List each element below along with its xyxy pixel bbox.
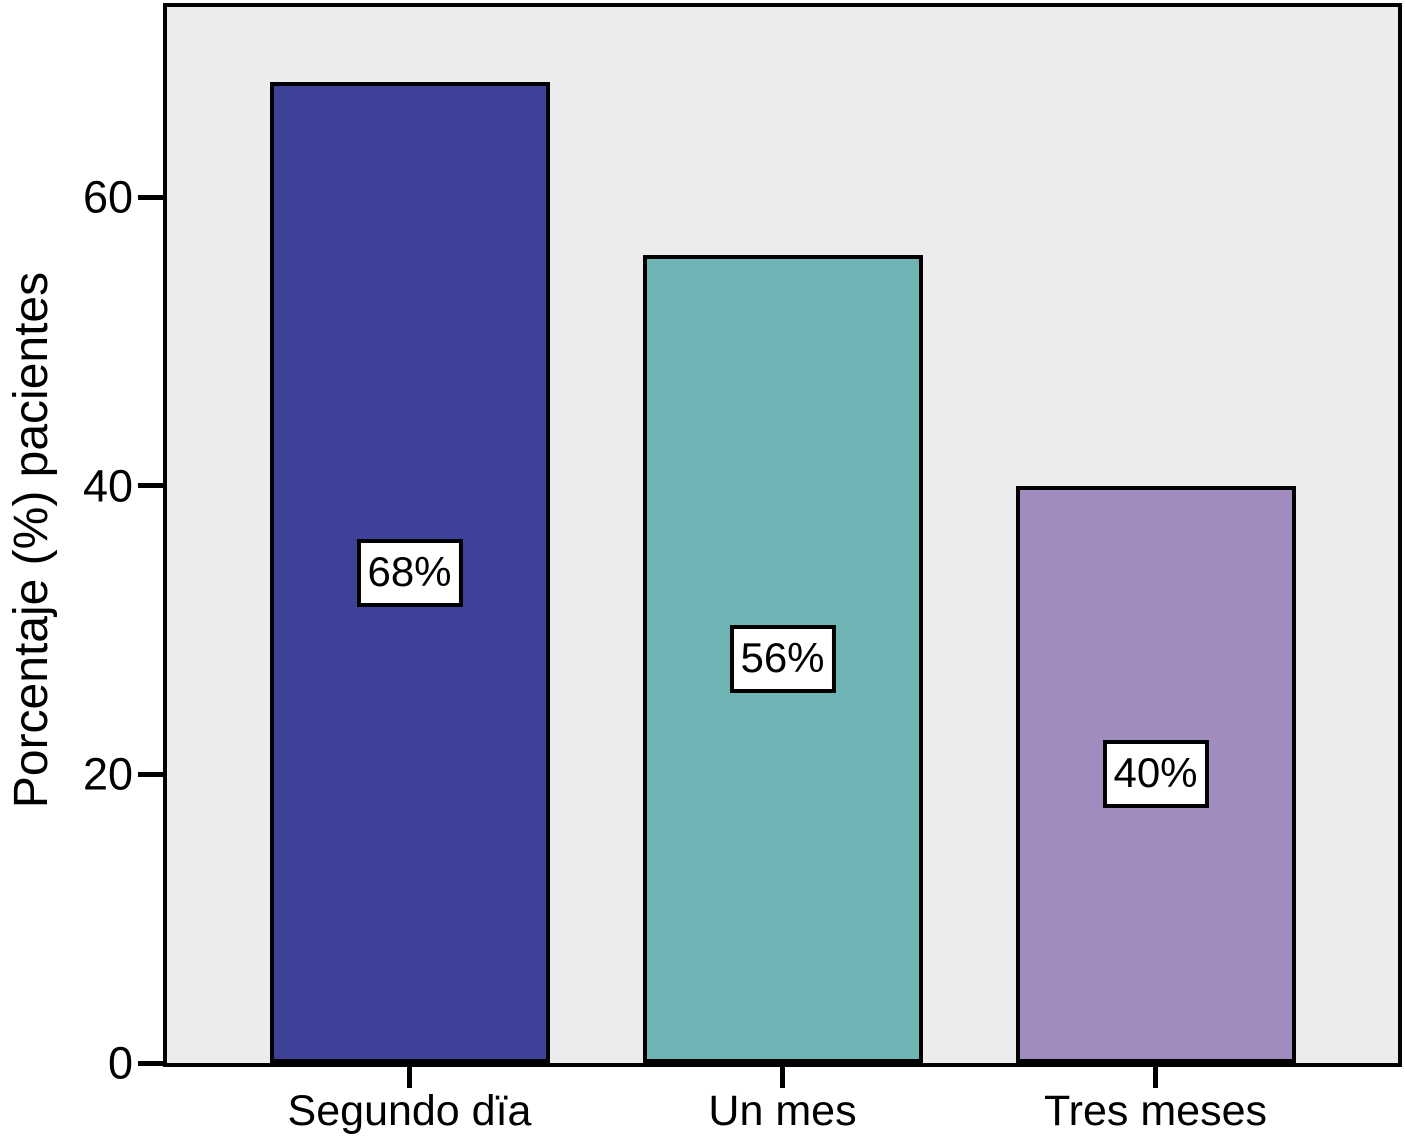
y-tick-label: 0 xyxy=(107,1037,133,1089)
x-tick-mark xyxy=(407,1067,412,1088)
value-label-1: 56% xyxy=(729,625,836,694)
x-tick-label-0: Segundo dïa xyxy=(287,1087,532,1135)
x-tick-mark xyxy=(780,1067,785,1088)
y-tick-mark xyxy=(138,483,163,489)
x-tick-label-2: Tres meses xyxy=(1044,1087,1267,1135)
y-tick-mark xyxy=(138,771,163,777)
y-tick-mark xyxy=(138,194,163,200)
value-label-0: 68% xyxy=(356,538,463,607)
x-tick-label-1: Un mes xyxy=(708,1087,857,1135)
y-tick-label: 40 xyxy=(82,460,133,512)
y-tick-label: 60 xyxy=(82,171,133,223)
x-tick-mark xyxy=(1153,1067,1158,1088)
y-tick-mark xyxy=(138,1060,163,1066)
y-axis-title: Porcentaje (%) pacientes xyxy=(5,271,58,809)
y-tick-label: 20 xyxy=(82,748,133,800)
value-label-2: 40% xyxy=(1102,740,1209,809)
